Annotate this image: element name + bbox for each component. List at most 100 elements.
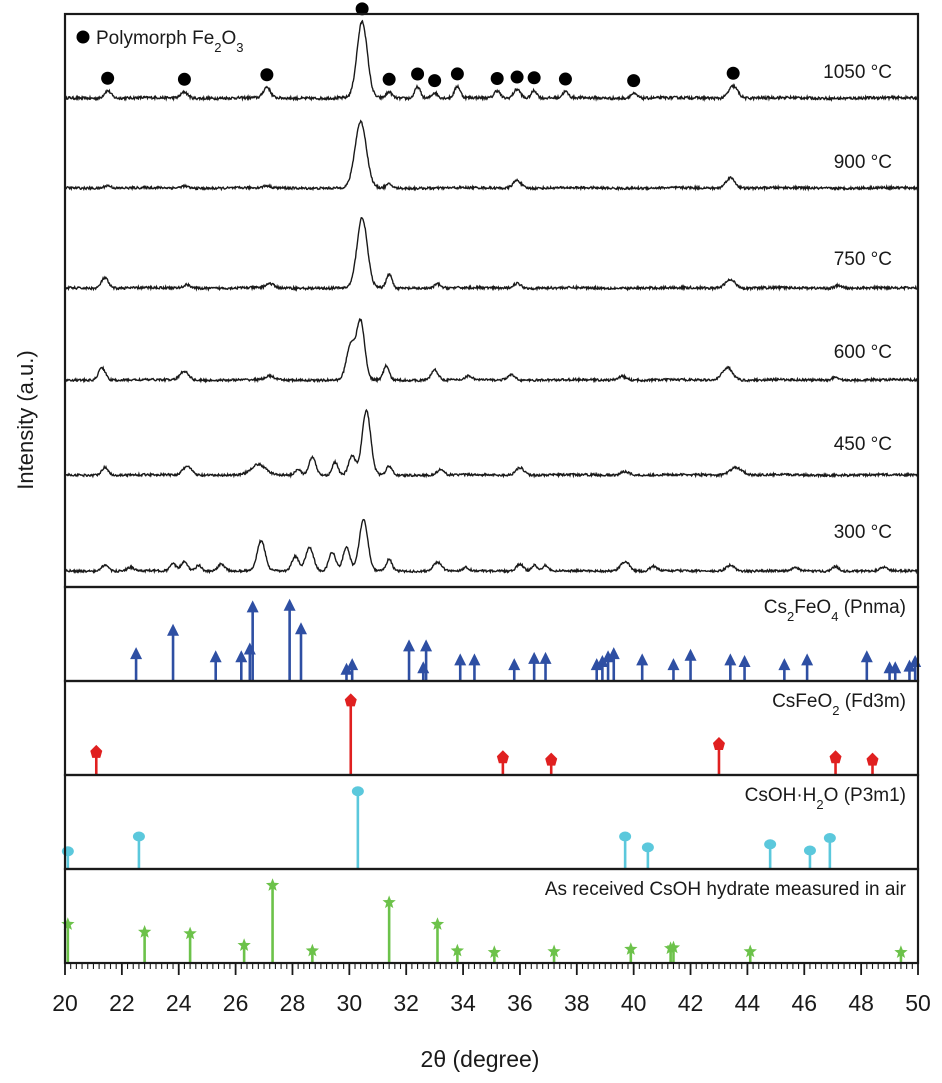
reference-circle-marker [641, 842, 654, 853]
fe2o3-marker [450, 67, 464, 81]
reference-arrow-marker [539, 651, 552, 664]
reference-frame-0 [63, 585, 920, 683]
reference-circle-marker [619, 831, 632, 842]
reference-pentagon-marker [344, 693, 357, 707]
x-tick-label: 46 [791, 990, 817, 1016]
reference-arrow-marker [340, 662, 353, 675]
reference-star-marker [624, 942, 638, 955]
fe2o3-legend-marker [76, 30, 90, 44]
xrd-pattern-3: 600 °C [64, 317, 919, 384]
reference-arrow-marker [889, 661, 902, 674]
reference-label: CsFeO2 (Fd3m) [772, 691, 906, 718]
x-tick-label: 48 [848, 990, 874, 1016]
xrd-pattern-2: 750 °C [64, 216, 919, 292]
reference-pattern-3: As received CsOH hydrate measured in air [61, 878, 908, 963]
reference-star-marker [305, 943, 319, 957]
reference-star-marker [183, 926, 197, 940]
x-tick-label: 30 [337, 990, 363, 1016]
pattern-temperature-label: 1050 °C [823, 62, 892, 83]
reference-star-marker [61, 917, 75, 930]
reference-arrow-marker [454, 653, 467, 666]
reference-arrow-marker [209, 650, 222, 663]
reference-pentagon-marker [829, 750, 842, 764]
reference-arrow-marker [860, 650, 873, 663]
x-tick-label: 50 [905, 990, 931, 1016]
fe2o3-marker [428, 74, 442, 88]
reference-arrow-marker [417, 661, 430, 674]
fe2o3-marker [627, 74, 641, 88]
reference-star-marker [450, 943, 464, 957]
reference-label: CsOH·H2O (P3m1) [745, 785, 906, 812]
xrd-pattern-0: 1050 °C [64, 2, 919, 102]
reference-circle-marker [351, 786, 364, 797]
reference-circle-marker [803, 845, 816, 856]
reference-pentagon-marker [712, 737, 725, 751]
reference-arrow-marker [420, 639, 433, 652]
reference-circle-marker [823, 833, 836, 844]
y-axis-label: Intensity (a.u.) [13, 350, 38, 489]
reference-star-marker [547, 944, 561, 958]
reference-arrow-marker [243, 642, 256, 655]
x-tick-label: 26 [223, 990, 249, 1016]
pattern-temperature-label: 450 °C [834, 434, 892, 455]
xrd-pattern-line [64, 518, 919, 575]
fe2o3-marker [355, 2, 369, 16]
xrd-patterns-panel: 1050 °C 900 °C 750 °C 600 °C 450 °C 300 °C Pol… [64, 2, 919, 575]
x-tick-label: 34 [450, 990, 476, 1016]
reference-arrow-marker [346, 658, 359, 671]
reference-arrow-marker [167, 623, 180, 636]
reference-patterns-panel: Cs2FeO4 (Pnma) CsFeO2 (Fd3m) CsOH·H2O (P3m… [61, 597, 922, 963]
reference-pentagon-marker [545, 752, 558, 766]
xrd-pattern-5: 300 °C [64, 518, 919, 575]
reference-arrow-marker [778, 658, 791, 671]
reference-star-marker [666, 940, 681, 954]
pattern-temperature-label: 600 °C [834, 342, 892, 363]
xrd-pattern-line [64, 216, 919, 292]
fe2o3-marker [260, 68, 274, 82]
xrd-pattern-line [64, 119, 919, 192]
x-tick-label: 32 [393, 990, 419, 1016]
reference-arrow-marker [636, 653, 649, 666]
fe2o3-legend-label: Polymorph Fe2O3 [96, 28, 244, 55]
x-axis: 20 22 24 26 28 30 32 34 36 38 40 42 44 46 48 50 [52, 12, 931, 1016]
reference-pentagon-marker [866, 752, 879, 766]
reference-circle-marker [132, 831, 145, 842]
reference-arrow-marker [903, 659, 916, 672]
reference-pentagon-marker [90, 744, 103, 758]
reference-arrow-marker [801, 653, 814, 666]
x-axis-label: 2θ (degree) [421, 1046, 540, 1072]
panel-frames [63, 12, 920, 965]
reference-pentagon-marker [496, 750, 509, 764]
reference-star-marker [265, 878, 280, 891]
x-axis-ticks: 20 22 24 26 28 30 32 34 36 38 40 42 44 46 48 50 [52, 963, 931, 1016]
reference-arrow-marker [909, 654, 922, 667]
fe2o3-marker [411, 67, 425, 81]
fe2o3-marker [558, 72, 572, 86]
reference-circle-marker [764, 839, 777, 850]
reference-pattern-1: CsFeO2 (Fd3m) [90, 691, 906, 775]
x-tick-label: 36 [507, 990, 533, 1016]
reference-star-marker [487, 945, 501, 958]
x-tick-label: 24 [166, 990, 192, 1016]
reference-label: Cs2FeO4 (Pnma) [764, 597, 906, 624]
reference-arrow-marker [596, 654, 609, 667]
reference-star-marker [430, 917, 445, 930]
reference-arrow-marker [294, 622, 307, 635]
reference-pattern-0: Cs2FeO4 (Pnma) [130, 597, 922, 681]
fe2o3-marker [510, 70, 524, 84]
reference-arrow-marker [607, 647, 620, 660]
fe2o3-marker [527, 71, 541, 85]
reference-arrow-marker [667, 658, 680, 671]
reference-arrow-marker [684, 648, 697, 661]
reference-arrow-marker [246, 600, 259, 613]
fe2o3-legend: Polymorph Fe2O3 [76, 28, 244, 55]
reference-arrow-marker [235, 650, 248, 663]
reference-arrow-marker [528, 651, 541, 664]
xrd-pattern-line [64, 317, 919, 384]
reference-label: As received CsOH hydrate measured in air [545, 879, 907, 900]
x-tick-label: 44 [735, 990, 761, 1016]
reference-arrow-marker [283, 598, 296, 611]
x-tick-label: 42 [678, 990, 704, 1016]
reference-circle-marker [61, 846, 74, 857]
